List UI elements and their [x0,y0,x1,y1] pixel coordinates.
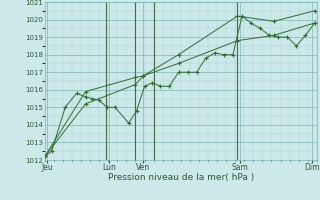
X-axis label: Pression niveau de la mer( hPa ): Pression niveau de la mer( hPa ) [108,173,254,182]
